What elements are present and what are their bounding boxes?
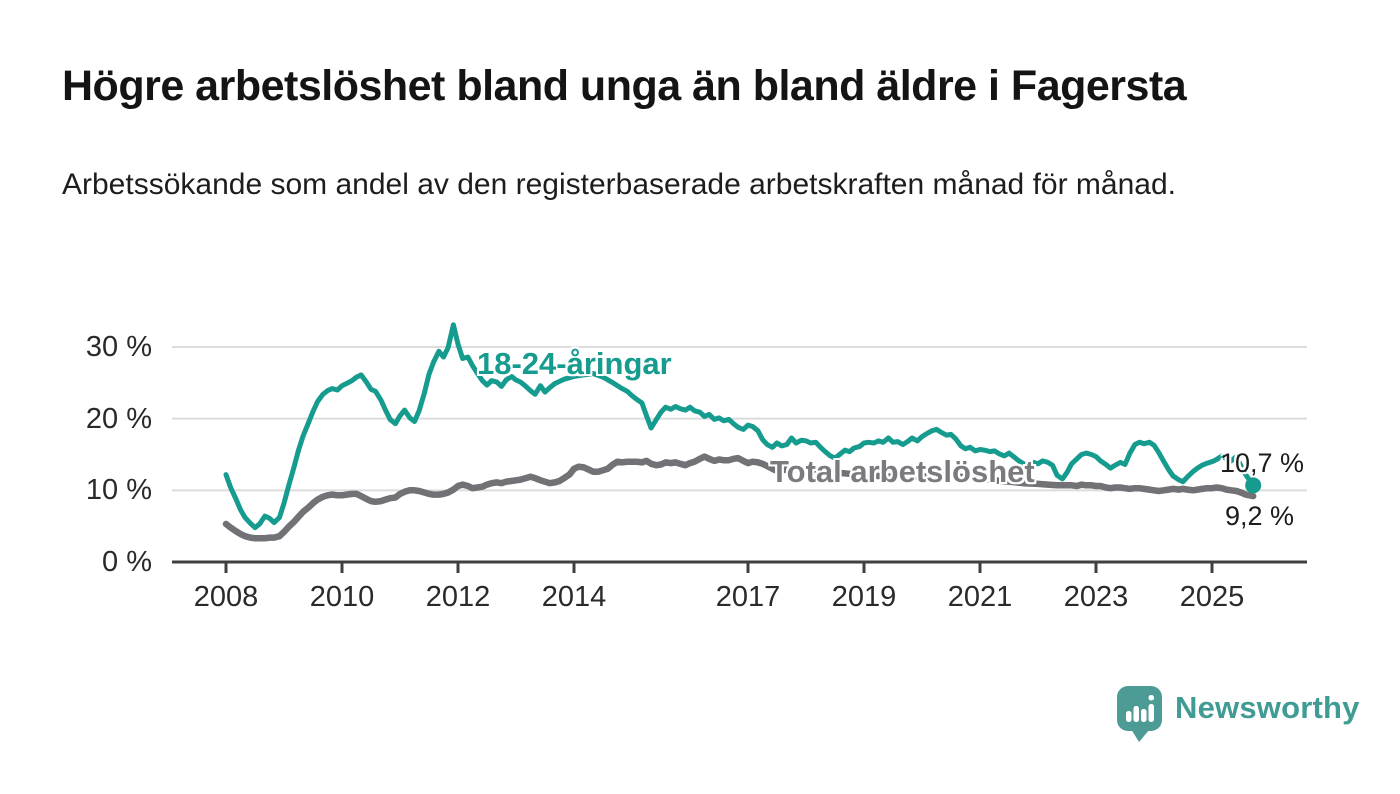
y-tick-label: 10 % — [85, 474, 152, 507]
x-tick-label: 2023 — [1063, 581, 1129, 613]
x-tick-label: 2010 — [309, 581, 375, 613]
y-tick-label: 0 % — [102, 546, 152, 578]
x-tick-label: 2012 — [425, 581, 491, 613]
x-tick-label: 2008 — [193, 581, 259, 613]
series-line-young — [223, 322, 1256, 531]
x-tick-label: 2019 — [831, 581, 897, 613]
x-tick-label: 2021 — [947, 581, 1013, 613]
chart-title: Högre arbetslöshet bland unga än bland ä… — [62, 62, 1187, 110]
series-line-total — [222, 453, 1257, 542]
brand-name: Newsworthy — [1175, 690, 1360, 725]
end-value-total: 9,2 % — [1225, 501, 1295, 531]
x-tick-label: 2017 — [715, 581, 781, 613]
newsworthy-brand: Newsworthy — [1116, 685, 1360, 743]
chart-subtitle: Arbetssökande som andel av den registerb… — [62, 168, 1176, 201]
series-label-young: 18-24-åringar — [477, 346, 672, 381]
x-tick-label: 2025 — [1179, 581, 1245, 613]
end-value-young: 10,7 % — [1220, 448, 1305, 478]
y-tick-label: 20 % — [85, 402, 152, 435]
y-tick-label: 30 % — [85, 330, 152, 363]
newsworthy-speech-bubble-chart-icon — [1117, 686, 1162, 742]
x-tick-label: 2014 — [541, 581, 607, 613]
series-label-total: Total arbetslöshet — [770, 454, 1035, 489]
end-point-marker — [1245, 477, 1262, 494]
